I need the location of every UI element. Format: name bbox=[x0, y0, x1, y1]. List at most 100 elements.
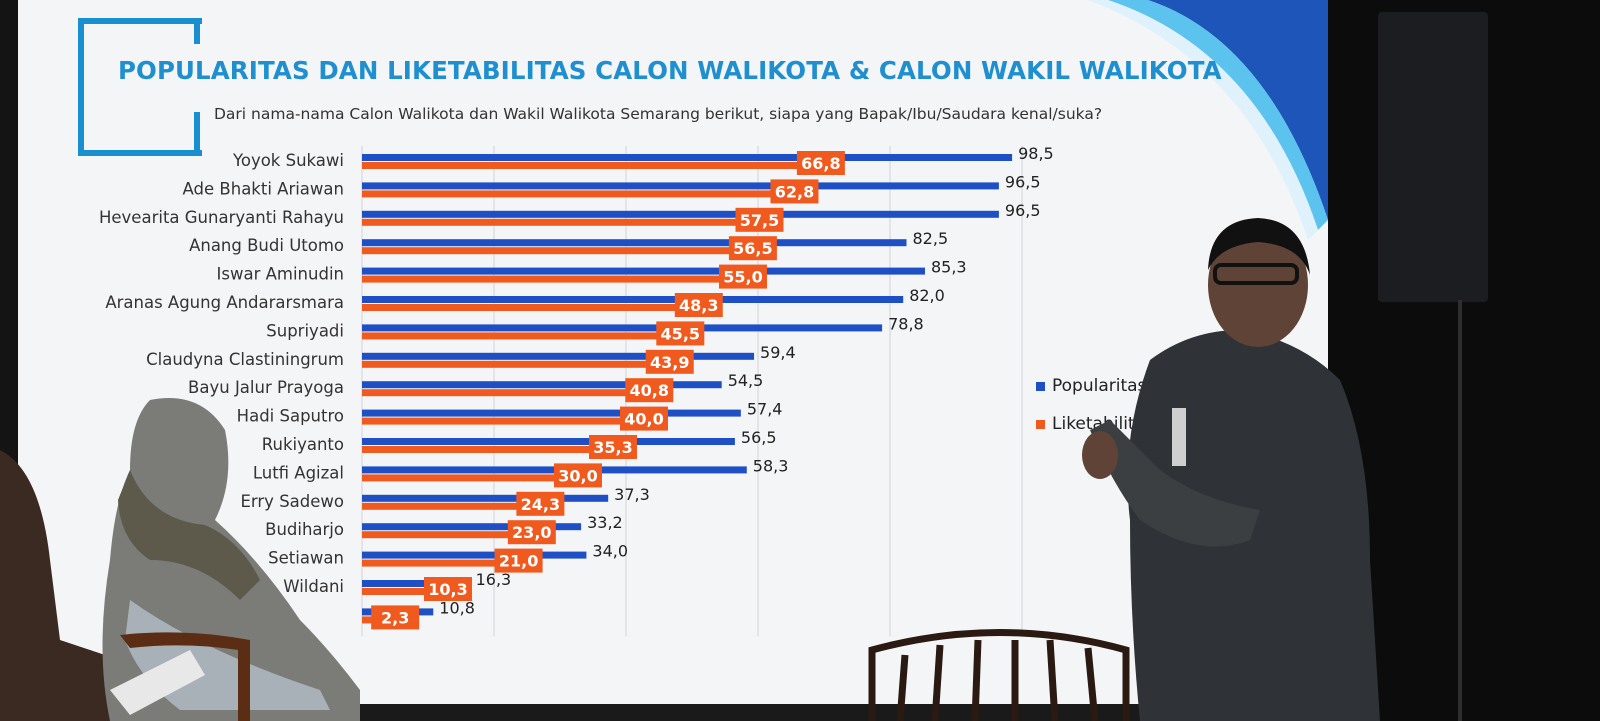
data-label-box-liketabilitas bbox=[719, 264, 767, 289]
category-label: Yoyok Sukawi bbox=[232, 151, 344, 170]
data-label-liketabilitas: 35,3 bbox=[593, 438, 632, 457]
bar-liketabilitas bbox=[362, 616, 378, 624]
data-label-box-liketabilitas bbox=[507, 520, 556, 545]
bar-liketabilitas bbox=[362, 304, 681, 311]
data-label-popularitas: 57,4 bbox=[747, 400, 783, 419]
data-label-box-liketabilitas bbox=[423, 577, 472, 601]
data-label-liketabilitas: 21,0 bbox=[499, 552, 538, 571]
bar-liketabilitas bbox=[362, 474, 560, 482]
data-label-liketabilitas: 30,0 bbox=[558, 466, 597, 485]
bar-liketabilitas bbox=[362, 417, 626, 425]
chair-center bbox=[868, 629, 1130, 721]
slide-corner-decoration bbox=[1088, 0, 1328, 240]
data-label-liketabilitas: 57,5 bbox=[740, 211, 779, 230]
data-label-popularitas: 85,3 bbox=[931, 258, 967, 277]
bar-popularitas bbox=[362, 551, 587, 559]
legend-swatch-liketabilitas bbox=[1036, 420, 1045, 429]
category-label: Setiawan bbox=[268, 549, 344, 568]
bar-liketabilitas bbox=[362, 162, 803, 169]
data-label-liketabilitas: 48,3 bbox=[679, 296, 718, 315]
bar-liketabilitas bbox=[362, 275, 725, 283]
data-label-box-liketabilitas bbox=[656, 321, 705, 346]
chair-left bbox=[120, 632, 250, 721]
data-label-box-liketabilitas bbox=[554, 463, 602, 488]
bar-popularitas bbox=[362, 494, 609, 502]
data-label-popularitas: 59,4 bbox=[760, 343, 796, 362]
bar-popularitas bbox=[362, 210, 999, 218]
data-label-popularitas: 82,0 bbox=[909, 286, 945, 305]
bar-liketabilitas bbox=[362, 531, 514, 539]
speaker-cabinet bbox=[1378, 12, 1488, 302]
data-label-popularitas: 16,3 bbox=[476, 570, 512, 589]
bar-liketabilitas bbox=[362, 247, 735, 255]
data-label-box-liketabilitas bbox=[494, 548, 543, 573]
bar-popularitas bbox=[362, 239, 907, 247]
data-label-popularitas: 34,0 bbox=[592, 542, 628, 561]
data-label-popularitas: 78,8 bbox=[888, 314, 924, 333]
bar-popularitas bbox=[362, 409, 741, 417]
legend-entry-popularitas: Popularitas bbox=[1052, 376, 1147, 396]
bar-liketabilitas bbox=[362, 190, 777, 198]
paper-sheet bbox=[110, 650, 205, 715]
speaker-hair bbox=[1208, 218, 1310, 275]
data-label-box-liketabilitas bbox=[770, 179, 819, 204]
data-label-box-liketabilitas bbox=[516, 491, 565, 516]
data-label-liketabilitas: 45,5 bbox=[661, 324, 700, 343]
category-label: Aranas Agung Andararsmara bbox=[105, 293, 344, 312]
data-label-popularitas: 37,3 bbox=[614, 485, 650, 504]
hijab-pattern bbox=[118, 470, 260, 600]
data-label-box-liketabilitas bbox=[588, 435, 637, 459]
data-label-popularitas: 96,5 bbox=[1005, 172, 1041, 191]
data-label-popularitas: 54,5 bbox=[728, 371, 764, 390]
category-label: Budiharjo bbox=[265, 520, 344, 539]
data-label-popularitas: 82,5 bbox=[913, 229, 949, 248]
data-label-popularitas: 58,3 bbox=[753, 456, 789, 475]
data-label-liketabilitas: 40,8 bbox=[630, 381, 669, 400]
bar-liketabilitas bbox=[362, 389, 632, 397]
bar-liketabilitas bbox=[362, 588, 430, 595]
chart-title: POPULARITAS DAN LIKETABILITAS CALON WALI… bbox=[118, 56, 1222, 85]
person-left-silhouette bbox=[0, 450, 160, 721]
speaker-glasses bbox=[1213, 263, 1299, 285]
speaker-stand bbox=[1458, 300, 1462, 721]
data-label-liketabilitas: 66,8 bbox=[801, 154, 840, 173]
data-label-liketabilitas: 62,8 bbox=[775, 182, 814, 201]
bar-liketabilitas bbox=[362, 218, 742, 226]
data-label-liketabilitas: 23,0 bbox=[512, 523, 551, 542]
data-label-box-liketabilitas bbox=[728, 236, 777, 261]
bar-popularitas bbox=[362, 580, 470, 587]
category-label: Lutfi Agizal bbox=[253, 463, 344, 482]
category-label: Wildani bbox=[283, 577, 344, 596]
data-label-liketabilitas: 40,0 bbox=[624, 410, 663, 429]
data-label-box-liketabilitas bbox=[674, 293, 723, 317]
data-label-box-liketabilitas bbox=[796, 151, 845, 175]
bar-popularitas bbox=[362, 154, 1013, 161]
bar-liketabilitas bbox=[362, 502, 523, 510]
legend-swatch-popularitas bbox=[1036, 382, 1045, 391]
title-frame-accent bbox=[194, 18, 200, 44]
bar-popularitas bbox=[362, 438, 735, 445]
category-label: Hadi Saputro bbox=[237, 407, 344, 426]
category-label: Ade Bhakti Ariawan bbox=[183, 179, 344, 198]
data-label-liketabilitas: 10,3 bbox=[428, 580, 467, 599]
bar-popularitas bbox=[362, 352, 755, 360]
title-frame bbox=[78, 18, 202, 156]
data-label-liketabilitas: 55,0 bbox=[723, 268, 762, 287]
microphone bbox=[1172, 408, 1186, 466]
bar-liketabilitas bbox=[362, 446, 595, 453]
data-label-box-liketabilitas bbox=[625, 378, 674, 403]
data-label-popularitas: 10,8 bbox=[439, 598, 475, 617]
title-frame-accent bbox=[194, 112, 200, 150]
category-label: Rukiyanto bbox=[262, 435, 344, 454]
data-label-liketabilitas: 2,3 bbox=[381, 608, 409, 627]
bar-liketabilitas bbox=[362, 332, 663, 340]
data-label-box-liketabilitas bbox=[735, 207, 784, 232]
data-label-popularitas: 96,5 bbox=[1005, 201, 1041, 220]
data-label-liketabilitas: 56,5 bbox=[733, 239, 772, 258]
speaker-hand bbox=[1082, 431, 1118, 479]
data-label-liketabilitas: 24,3 bbox=[521, 495, 560, 514]
data-label-box-liketabilitas bbox=[371, 605, 420, 630]
category-label: Iswar Aminudin bbox=[217, 265, 344, 284]
category-label: Erry Sadewo bbox=[240, 492, 344, 511]
